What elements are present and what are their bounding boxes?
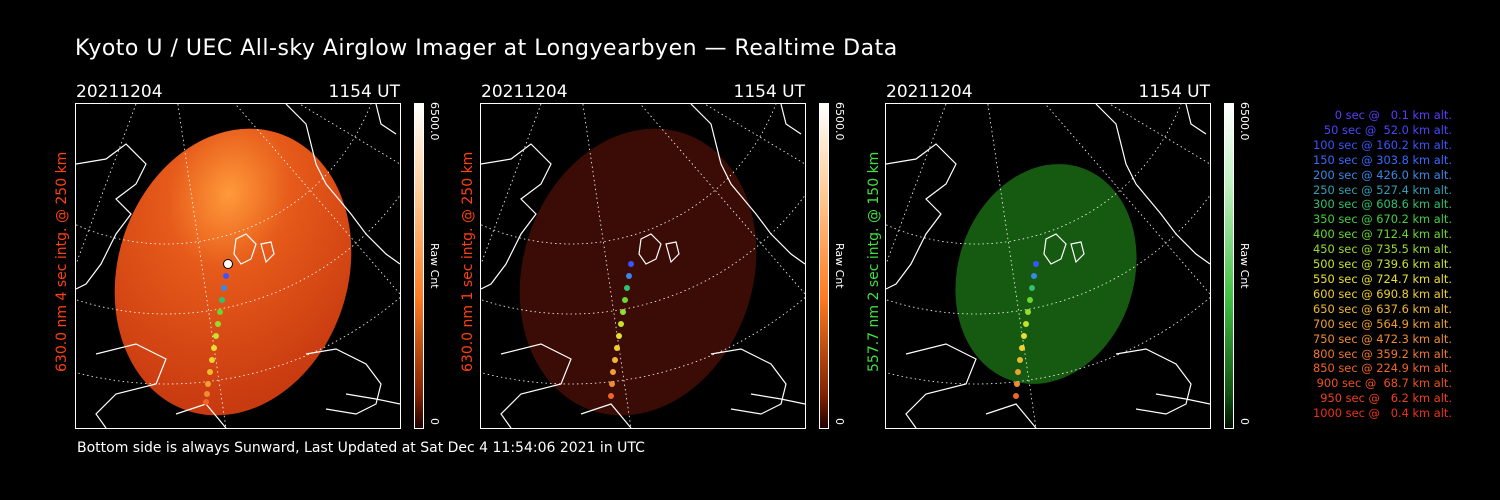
- coastline-map: [481, 104, 805, 428]
- panel-1-cbar-max: 6500.0: [428, 102, 441, 141]
- legend-row: 0 sec @ 0.1 km alt.: [1334, 108, 1452, 122]
- satellite-track: [203, 259, 233, 405]
- footer-note: Bottom side is always Sunward, Last Upda…: [77, 440, 645, 456]
- legend-row: 1000 sec @ 0.4 km alt.: [1313, 406, 1452, 421]
- legend-row: 500 sec @ 739.6 km alt.: [1313, 257, 1452, 272]
- panel-3-allsky-image: [885, 103, 1211, 429]
- panel-2-svg: [481, 104, 805, 428]
- legend-row: 650 sec @ 637.6 km alt.: [1313, 301, 1452, 316]
- panel-3-time: 1154 UT: [1138, 82, 1211, 102]
- legend-row: 850 sec @ 224.9 km alt.: [1313, 361, 1452, 376]
- grid-lines: [886, 104, 1210, 428]
- grid-lines: [76, 104, 400, 428]
- legend-row: 900 sec @ 68.7 km alt.: [1316, 376, 1452, 391]
- satellite-track: [1013, 261, 1039, 399]
- panel-2-allsky-image: [480, 103, 806, 429]
- legend-row: 700 sec @ 564.9 km alt.: [1313, 316, 1452, 331]
- satellite-track: [608, 261, 634, 399]
- coastline-map: [76, 104, 400, 428]
- time-altitude-legend: 0 sec @ 0.1 km alt. 50 sec @ 52.0 km alt.…: [1262, 108, 1452, 421]
- panel-1-date: 20211204: [76, 82, 163, 102]
- legend-row: 750 sec @ 472.3 km alt.: [1313, 331, 1452, 346]
- panel-3-svg: [886, 104, 1210, 428]
- legend-row: 150 sec @ 303.8 km alt.: [1313, 152, 1452, 167]
- legend-row: 250 sec @ 527.4 km alt.: [1313, 182, 1452, 197]
- legend-row: 450 sec @ 735.5 km alt.: [1313, 242, 1452, 257]
- legend-row: 350 sec @ 670.2 km alt.: [1313, 212, 1452, 227]
- legend-row: 400 sec @ 712.4 km alt.: [1313, 227, 1452, 242]
- panel-2-cbar-min: 0: [833, 418, 846, 425]
- panel-2-date: 20211204: [481, 82, 568, 102]
- panel-1-allsky-image: [75, 103, 401, 429]
- panel-1-time: 1154 UT: [328, 82, 401, 102]
- panel-3-cbar-unit: Raw Cnt: [1238, 243, 1251, 289]
- panel-1-cbar-unit: Raw Cnt: [428, 243, 441, 289]
- grid-lines: [481, 104, 805, 428]
- legend-row: 50 sec @ 52.0 km alt.: [1323, 122, 1452, 137]
- legend-row: 100 sec @ 160.2 km alt.: [1313, 137, 1452, 152]
- panel-1-colorbar: [414, 103, 424, 429]
- airglow-ellipse: [519, 128, 757, 416]
- panel-2-cbar-max: 6500.0: [833, 102, 846, 141]
- panel-2-ylabel: 630.0 nm 1 sec intg. @ 250 km: [460, 151, 476, 372]
- legend-row: 950 sec @ 6.2 km alt.: [1320, 391, 1452, 406]
- airglow-ellipse: [955, 164, 1137, 384]
- panel-1-ylabel: 630.0 nm 4 sec intg. @ 250 km: [54, 151, 70, 372]
- airglow-ellipse: [114, 128, 352, 416]
- legend-row: 300 sec @ 608.6 km alt.: [1313, 197, 1452, 212]
- page-title: Kyoto U / UEC All-sky Airglow Imager at …: [75, 36, 898, 61]
- panel-1-svg: [76, 104, 400, 428]
- panel-3-date: 20211204: [886, 82, 973, 102]
- panel-2-colorbar: [819, 103, 829, 429]
- panel-3-colorbar: [1224, 103, 1234, 429]
- legend-row: 800 sec @ 359.2 km alt.: [1313, 346, 1452, 361]
- legend-row: 200 sec @ 426.0 km alt.: [1313, 167, 1452, 182]
- panel-3-cbar-max: 6500.0: [1238, 102, 1251, 141]
- panel-2-time: 1154 UT: [733, 82, 806, 102]
- panel-1-cbar-min: 0: [428, 418, 441, 425]
- panel-3-cbar-min: 0: [1238, 418, 1251, 425]
- panel-2-cbar-unit: Raw Cnt: [833, 243, 846, 289]
- legend-row: 550 sec @ 724.7 km alt.: [1313, 271, 1452, 286]
- legend-row: 600 sec @ 690.8 km alt.: [1313, 286, 1452, 301]
- coastline-map: [886, 104, 1210, 428]
- panel-3-ylabel: 557.7 nm 2 sec intg. @ 150 km: [866, 151, 882, 372]
